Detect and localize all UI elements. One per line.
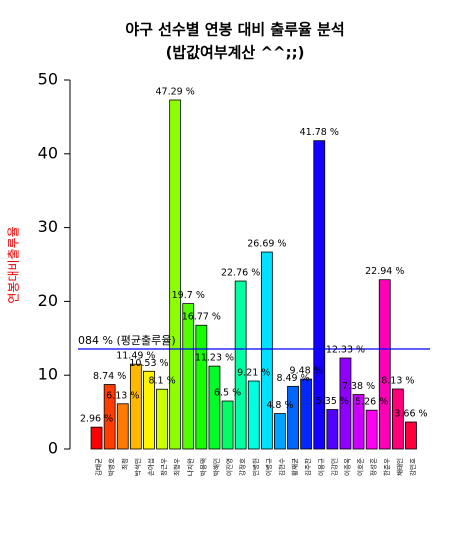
value-label: 12.33 % <box>326 345 365 356</box>
bar <box>169 99 182 450</box>
x-tick-label: 강정호 <box>238 458 247 476</box>
value-label: 8.74 % <box>93 371 126 382</box>
x-tick-label: 김태균 <box>95 458 103 476</box>
bar <box>156 388 168 450</box>
bar <box>378 279 391 450</box>
bar <box>221 400 234 450</box>
value-label: 11.23 % <box>195 353 234 364</box>
bar <box>129 363 142 450</box>
value-label: 5.35 % <box>316 396 349 407</box>
x-tick-label: 김주찬 <box>303 458 312 476</box>
x-tick-label: 강민호 <box>408 458 417 476</box>
x-tick-label: 나지완 <box>185 458 194 476</box>
chart-title: 야구 선수별 연봉 대비 출루율 분석 <box>125 21 344 39</box>
value-label: 6.5 % <box>214 388 241 399</box>
y-tick-label: 30 <box>38 217 58 236</box>
value-label: 47.29 % <box>156 86 195 97</box>
x-tick-label: 박병호 <box>107 458 116 476</box>
y-axis-title: 연봉대비출루율 <box>7 226 21 303</box>
bar <box>103 384 116 450</box>
x-tick-label: 한준우 <box>383 458 391 476</box>
value-label: 10.53 % <box>129 358 168 369</box>
y-tick-label: 0 <box>48 439 58 458</box>
bar <box>182 303 195 450</box>
x-tick-label: 채태인 <box>395 458 404 476</box>
value-label: 6.13 % <box>106 390 139 401</box>
bar <box>313 140 326 450</box>
bar <box>391 388 404 450</box>
x-tick-label: 이병규 <box>264 458 273 476</box>
bar <box>287 385 299 450</box>
bar <box>195 324 208 450</box>
bar <box>116 403 129 450</box>
x-tick-label: 이용규 <box>316 458 325 476</box>
value-label: 8.49 % <box>276 373 309 384</box>
value-label: 2.96 % <box>80 414 113 425</box>
value-label: 26.69 % <box>247 239 286 250</box>
bar <box>247 380 260 450</box>
value-label: 22.94 % <box>365 266 404 277</box>
bar <box>339 357 352 450</box>
x-tick-label: 이호준 <box>356 458 365 476</box>
bar <box>300 378 313 450</box>
value-label: 5.26 % <box>355 397 388 408</box>
value-label: 7.38 % <box>342 381 375 392</box>
y-tick-label: 10 <box>38 365 58 384</box>
average-label: 084 % (평균출루율) <box>78 334 176 347</box>
value-label: 16.77 % <box>182 312 221 323</box>
value-label: 4.8 % <box>266 400 293 411</box>
bar <box>274 413 286 450</box>
x-tick-label: 박해민 <box>211 458 220 476</box>
x-tick-label: 정성훈 <box>369 458 378 476</box>
x-tick-label: 이진영 <box>225 458 234 476</box>
bar <box>405 421 417 450</box>
y-tick-label: 20 <box>38 291 58 310</box>
bar <box>208 365 221 450</box>
x-tick-label: 박석민 <box>133 458 142 476</box>
value-label: 8.1 % <box>148 376 175 387</box>
y-tick-label: 50 <box>38 70 58 89</box>
value-label: 3.66 % <box>394 408 427 419</box>
value-label: 9.21 % <box>237 368 270 379</box>
bar <box>352 394 365 450</box>
x-tick-label: 최정 <box>120 458 129 470</box>
x-tick-label: 이종욱 <box>342 458 351 476</box>
value-label: 8.13 % <box>381 376 414 387</box>
y-tick-label: 40 <box>38 143 58 162</box>
value-label: 41.78 % <box>300 127 339 138</box>
x-tick-label: 민병헌 <box>251 458 260 476</box>
x-tick-label: 박용택 <box>198 458 207 476</box>
value-label: 22.76 % <box>221 268 260 279</box>
x-tick-label: 황재균 <box>290 458 299 476</box>
x-tick-label: 최형우 <box>172 458 181 476</box>
chart-subtitle: (밥값여부계산 ^^;;) <box>166 44 305 62</box>
bar <box>326 409 339 450</box>
value-label: 9.48 % <box>290 366 323 377</box>
bar <box>143 370 155 450</box>
x-tick-label: 김현수 <box>278 458 286 476</box>
bar <box>260 251 273 450</box>
x-tick-label: 김강민 <box>329 458 338 476</box>
value-label: 19.7 % <box>172 290 205 301</box>
x-tick-label: 손아섭 <box>146 458 155 476</box>
bar <box>234 280 247 450</box>
value-label: 11.49 % <box>116 351 155 362</box>
bar <box>90 426 103 450</box>
bar <box>365 409 378 450</box>
x-tick-label: 정근우 <box>159 458 168 476</box>
